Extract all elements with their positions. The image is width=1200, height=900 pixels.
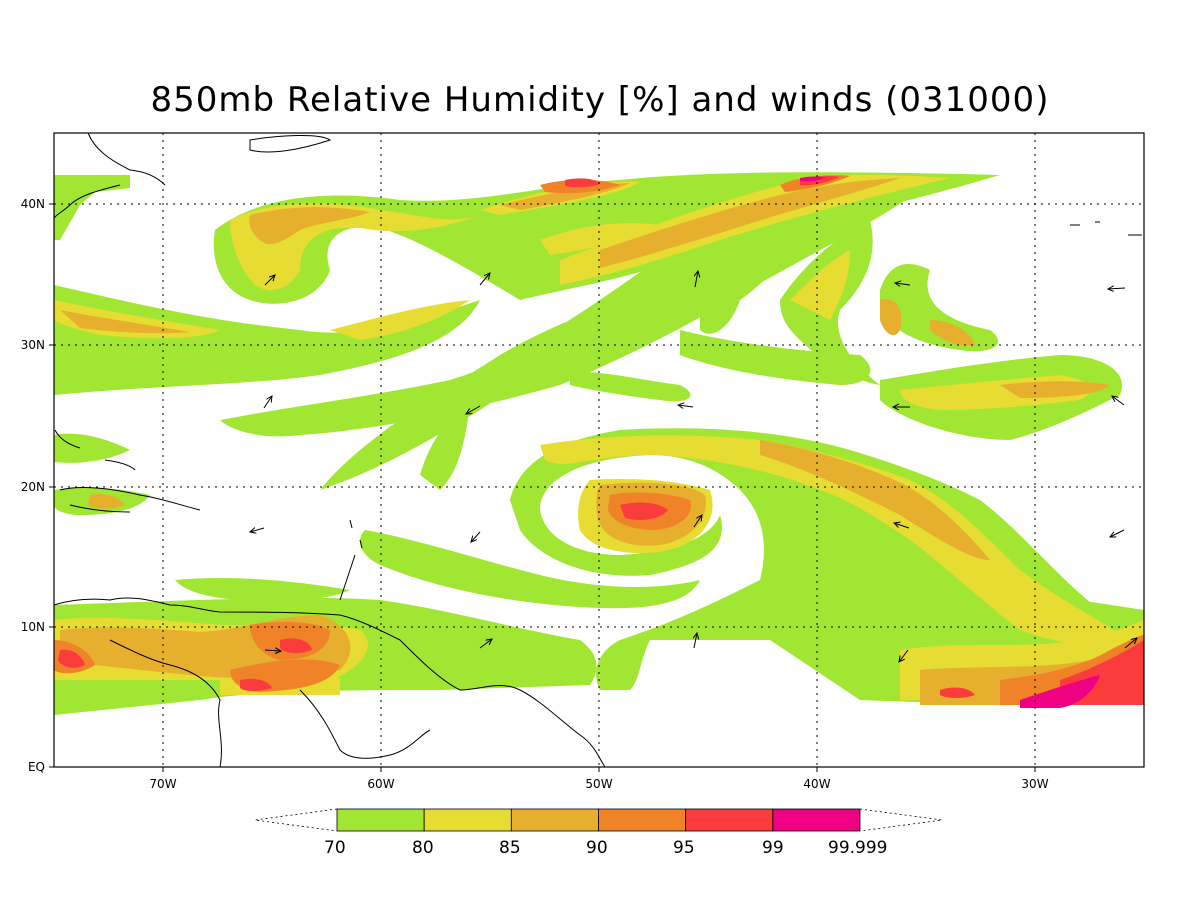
- y-tick-label: 40N: [21, 197, 45, 211]
- x-tick-label: 70W: [149, 777, 176, 791]
- y-tick-label: 20N: [21, 480, 45, 494]
- coastlines: [53, 132, 1142, 768]
- colorbar-label: 85: [499, 838, 521, 858]
- x-tick-label: 50W: [585, 777, 612, 791]
- colorbar-label: 70: [324, 838, 346, 858]
- x-axis-labels: 70W 60W 50W 40W 30W: [149, 777, 1048, 791]
- colorbar-label: 95: [673, 838, 695, 858]
- colorbar-label: 99: [762, 838, 784, 858]
- y-tick-label: 30N: [21, 338, 45, 352]
- y-axis-labels: EQ 10N 20N 30N 40N: [21, 197, 45, 774]
- y-tick-label: EQ: [28, 760, 45, 774]
- x-tick-label: 60W: [367, 777, 394, 791]
- colorbar-label: 90: [586, 838, 608, 858]
- tick-marks: [49, 203, 1036, 772]
- grid-lines: [54, 133, 1144, 767]
- map-title: 850mb Relative Humidity [%] and winds (0…: [150, 80, 1050, 120]
- wind-vectors: [250, 271, 1137, 662]
- colorbar-swatch: [685, 808, 774, 832]
- x-tick-label: 40W: [803, 777, 830, 791]
- colorbar-swatch: [598, 808, 687, 832]
- x-tick-label: 30W: [1021, 777, 1048, 791]
- colorbar-swatch: [423, 808, 512, 832]
- y-tick-label: 10N: [21, 620, 45, 634]
- colorbar: 70 80 85 90 95 99 99.999: [254, 808, 943, 858]
- colorbar-label: 80: [412, 838, 434, 858]
- colorbar-swatch: [510, 808, 599, 832]
- colorbar-swatch: [336, 808, 425, 832]
- humidity-field: [54, 172, 1144, 715]
- colorbar-left-extension: [254, 808, 338, 832]
- humidity-99-band: [800, 176, 1100, 708]
- colorbar-swatch: [772, 808, 861, 832]
- colorbar-label: 99.999: [828, 838, 887, 858]
- colorbar-right-extension: [859, 808, 943, 832]
